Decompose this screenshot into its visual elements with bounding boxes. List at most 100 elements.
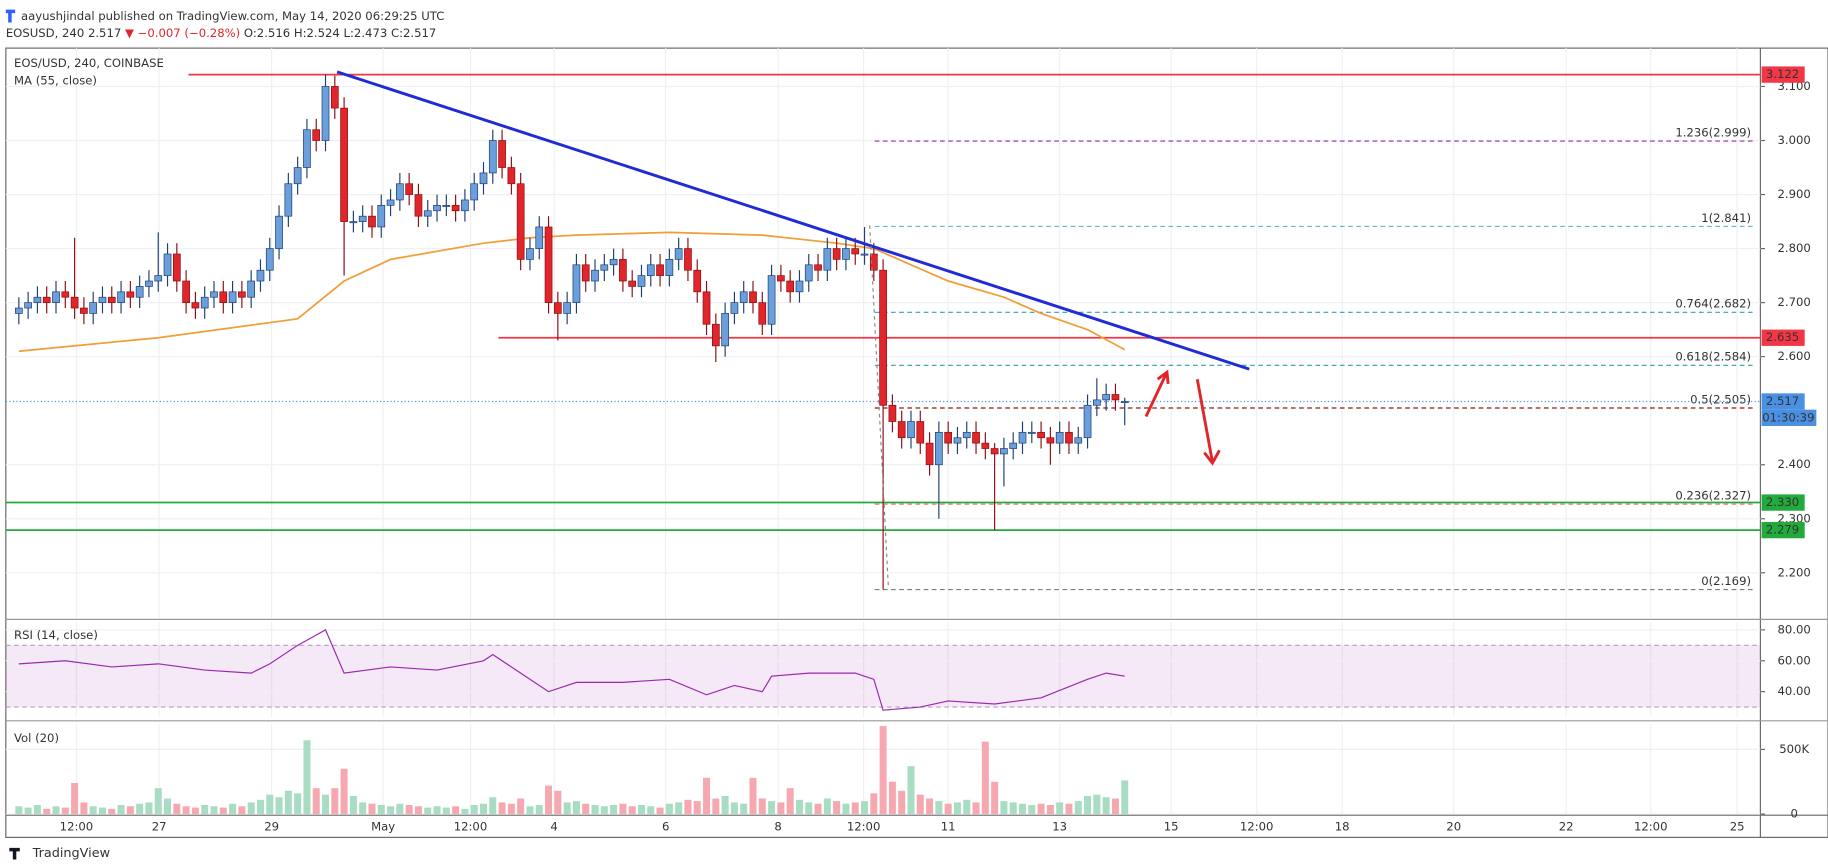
volume-bar — [972, 802, 980, 815]
fib-anchor — [869, 225, 889, 587]
candle-body — [869, 253, 878, 271]
x-tick-label: 4 — [550, 819, 557, 833]
y-tick-label: 3.000 — [1778, 133, 1811, 147]
volume-bar — [489, 797, 497, 815]
volume-bar — [15, 806, 23, 815]
fib-label: 1(2.841) — [1701, 211, 1751, 225]
y-tick-label: 500K — [1779, 742, 1809, 756]
volume-bar — [944, 803, 952, 815]
candle-body — [897, 421, 906, 439]
volume-bar — [117, 805, 125, 815]
volume-bar — [768, 801, 776, 815]
volume-bar — [396, 803, 404, 815]
volume-bar — [284, 790, 292, 815]
x-tick-label: 15 — [1164, 819, 1179, 833]
volume-bar — [758, 798, 766, 815]
volume-bar — [173, 803, 181, 815]
candle-body — [879, 269, 887, 406]
volume-bar — [1084, 795, 1092, 815]
candle-body — [1111, 394, 1120, 401]
candle-body — [553, 302, 562, 314]
candle-body — [935, 431, 943, 466]
candle-body — [684, 248, 692, 271]
volume-bar — [870, 793, 878, 815]
volume-bar — [554, 790, 562, 815]
candle-body — [200, 296, 209, 309]
candle-body — [544, 226, 553, 303]
volume-bar — [619, 803, 627, 815]
volume-bar — [303, 740, 311, 815]
volume-bar — [572, 801, 580, 815]
candle-body — [368, 215, 376, 228]
volume-bar — [164, 798, 172, 815]
volume-bar — [1111, 798, 1119, 815]
volume-bar — [1037, 803, 1045, 815]
volume-bar — [926, 798, 934, 815]
candle-body — [656, 264, 664, 276]
candle-body — [98, 296, 107, 303]
volume-bar — [981, 741, 989, 815]
x-tick-label: 11 — [941, 819, 956, 833]
volume-bar — [387, 806, 395, 815]
last-price-label: 2.517 — [1766, 394, 1799, 408]
y-tick-label: 2.200 — [1778, 565, 1811, 579]
candle-body — [795, 280, 804, 293]
x-tick-label: 6 — [662, 819, 669, 833]
volume-bar — [71, 783, 79, 815]
change: ▼ −0.007 (−0.28%) — [125, 25, 240, 39]
level-box — [1761, 494, 1805, 511]
candle-body — [330, 86, 339, 109]
volume-bar — [219, 807, 227, 815]
moving-average — [18, 231, 1126, 353]
volume-bar — [963, 799, 971, 815]
level-label: 2.635 — [1766, 330, 1799, 344]
level-label: 2.330 — [1766, 495, 1799, 509]
volume-bar — [480, 803, 487, 815]
candle-body — [145, 280, 153, 287]
countdown-box — [1761, 409, 1817, 426]
volume-bar — [833, 801, 841, 815]
candle-body — [777, 275, 785, 282]
volume-bar — [275, 797, 283, 815]
candle-body — [600, 264, 609, 271]
candle-body — [981, 442, 990, 449]
level-box — [1761, 521, 1805, 539]
volume-bar — [1074, 801, 1082, 815]
candle-body — [414, 194, 423, 217]
volume-bar — [749, 777, 757, 815]
volume-bar — [256, 799, 264, 815]
volume-bar — [953, 802, 961, 815]
volume-bar — [452, 806, 460, 815]
plot-layer: 12:00 27 29 May 12:00 4 6 8 12:00 11 13 15 12:00 18 20… — [5, 48, 1817, 833]
candle-body — [1037, 431, 1045, 439]
fib-label: 0.236(2.327) — [1675, 489, 1751, 503]
level-label: 2.279 — [1766, 523, 1799, 537]
volume-bar — [935, 801, 943, 815]
volume-bar — [229, 803, 237, 815]
pane-title: Vol (20) — [14, 731, 59, 745]
volume-bar — [730, 802, 738, 815]
x-tick-label: May — [371, 819, 395, 833]
candle-body — [135, 286, 144, 298]
volume-bar — [823, 798, 831, 815]
volume-bar — [145, 802, 153, 815]
y-tick-label: 2.400 — [1778, 457, 1811, 471]
candle-body — [814, 264, 822, 271]
volume-bar — [424, 807, 432, 815]
candle-body — [665, 259, 674, 276]
candle-body — [42, 296, 51, 303]
fib-label: 0.618(2.584) — [1675, 350, 1751, 364]
volume-bar — [210, 806, 218, 815]
volume-bar — [656, 807, 664, 815]
candle-body — [925, 442, 934, 466]
candle-body — [888, 404, 897, 422]
candle-body — [256, 269, 265, 282]
volume-bar — [24, 807, 32, 815]
pane-title: RSI (14, close) — [14, 628, 98, 642]
candle-body — [61, 291, 70, 298]
x-tick-label: 29 — [264, 819, 279, 833]
ohlc: O:2.516 H:2.524 L:2.473 C:2.517 — [244, 25, 436, 39]
candle-body — [581, 264, 590, 282]
candle-body — [219, 291, 228, 303]
candle-body — [210, 291, 218, 298]
